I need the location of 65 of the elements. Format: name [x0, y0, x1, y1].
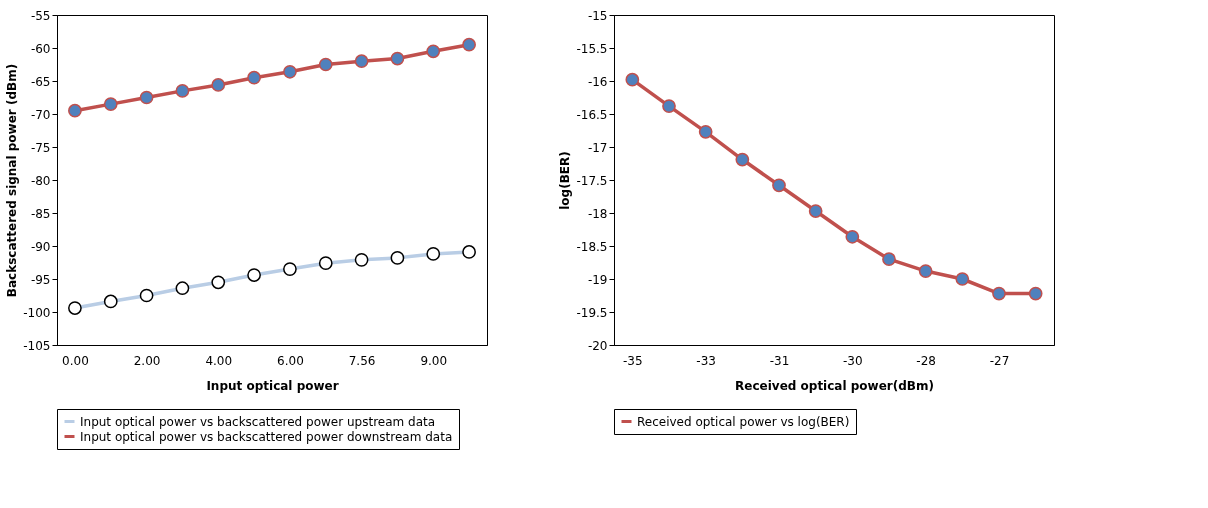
point: [845, 229, 860, 244]
x-tick-label: -33: [696, 353, 716, 368]
point: [662, 99, 676, 113]
x-tick-label: -31: [769, 353, 790, 368]
point: [426, 44, 441, 59]
point: [211, 78, 226, 92]
point: [698, 124, 713, 139]
y-tick-label: -20: [587, 338, 608, 353]
point: [68, 103, 82, 118]
point: [103, 97, 118, 111]
y-tick-label: -70: [30, 107, 51, 122]
point: [318, 57, 333, 72]
point: [1028, 286, 1043, 301]
point: [390, 51, 405, 66]
y-tick-label: -100: [23, 305, 51, 320]
y-axis-title: log(BER): [558, 151, 573, 210]
point: [175, 84, 190, 98]
x-tick-label: 2.00: [133, 353, 161, 368]
legend-label: Input optical power vs backscattered power upstream data: [80, 414, 436, 429]
y-tick-label: -19: [587, 272, 608, 287]
y-tick-label: -75: [30, 140, 51, 155]
y-tick-label: -65: [30, 74, 51, 89]
y-tick-label: -105: [23, 338, 51, 353]
legend-label: Input optical power vs backscattered power downstream data: [80, 429, 453, 444]
point: [918, 264, 933, 278]
y-tick-label: -55: [30, 8, 51, 23]
x-axis-title: Input optical power: [206, 378, 339, 393]
y-tick-label: -95: [30, 272, 51, 287]
x-tick-label: 9.00: [420, 353, 448, 368]
point: [247, 70, 261, 85]
point: [882, 252, 896, 267]
y-tick-label: -16: [587, 74, 608, 89]
x-axis-title: Received optical power(dBm): [735, 378, 934, 393]
y-tick-label: -80: [30, 173, 51, 188]
y-tick-label: -60: [30, 41, 51, 56]
point: [955, 272, 970, 286]
point: [283, 64, 297, 79]
y-tick-label: -85: [30, 206, 51, 221]
y-tick-label: -16.5: [576, 107, 608, 122]
x-tick-label: 4.00: [205, 353, 233, 368]
legend-label: Received optical power vs log(BER): [637, 414, 850, 429]
y-tick-label: -17.5: [576, 173, 608, 188]
y-tick-label: -17: [587, 140, 608, 155]
y-tick-label: -18: [587, 206, 608, 221]
x-tick-label: -35: [623, 353, 643, 368]
x-tick-label: 6.00: [277, 353, 304, 368]
point: [462, 37, 476, 52]
point: [992, 286, 1006, 301]
point: [354, 54, 369, 69]
x-tick-label: 7.56: [348, 353, 376, 368]
point: [735, 152, 750, 167]
x-tick-label: -30: [843, 353, 863, 368]
x-tick-label: 0.00: [62, 353, 89, 368]
x-tick-label: -27: [989, 353, 1010, 368]
y-tick-label: -90: [30, 239, 51, 254]
y-axis-title: Backscattered signal power (dBm): [5, 63, 20, 298]
point: [808, 204, 823, 218]
point: [625, 72, 640, 87]
y-tick-label: -19.5: [576, 305, 608, 320]
y-tick-label: -15: [587, 8, 608, 23]
x-tick-label: -28: [916, 353, 936, 368]
y-tick-label: -18.5: [576, 239, 608, 254]
point: [139, 90, 154, 105]
y-tick-label: -15.5: [576, 41, 608, 56]
point: [772, 178, 786, 193]
